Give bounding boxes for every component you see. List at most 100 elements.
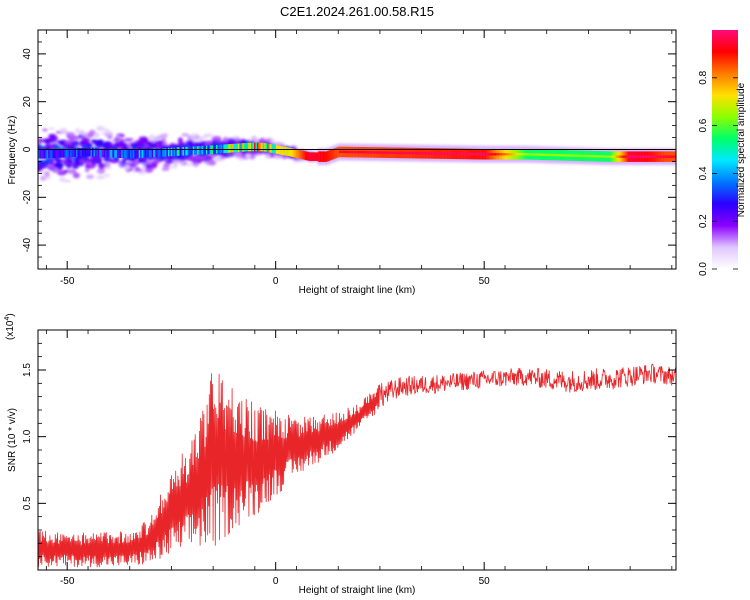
spectrogram-blob <box>180 161 185 165</box>
spectrogram-y-axis-label: Frequency (Hz) <box>7 116 18 185</box>
spectrogram-blob <box>128 164 137 168</box>
ridge-segment <box>154 148 157 158</box>
spectrogram-blob <box>145 163 152 169</box>
ridge-core <box>658 155 660 158</box>
y-tick-label: 0 <box>22 146 33 152</box>
ridge-core <box>522 153 525 156</box>
ridge-core <box>445 152 447 155</box>
ridge-core <box>443 152 446 155</box>
ridge-segment <box>239 143 242 152</box>
ridge-segment <box>68 148 71 158</box>
x-tick-label: 0 <box>273 276 279 287</box>
ridge-segment <box>148 148 151 158</box>
ridge-segment <box>112 148 115 158</box>
spectrogram-blob <box>48 162 55 166</box>
ridge-segment <box>156 148 158 158</box>
ridge-segment <box>159 148 161 157</box>
ridge-segment <box>197 146 199 155</box>
spectrogram-blob <box>71 142 78 146</box>
ridge-core <box>569 154 571 157</box>
ridge-segment <box>289 147 291 157</box>
ridge-segment <box>290 148 293 157</box>
spectrogram-blob <box>119 139 124 144</box>
ridge-core <box>494 153 497 156</box>
ridge-segment <box>202 145 205 155</box>
spectrogram-blob <box>98 163 105 170</box>
snr-scale-exponent: 4 <box>4 317 11 321</box>
spectrogram-blob <box>114 137 120 141</box>
ridge-core <box>632 155 634 158</box>
ridge-core <box>373 151 376 154</box>
ridge-core <box>379 151 382 154</box>
ridge-core <box>500 153 503 156</box>
ridge-segment <box>181 147 183 156</box>
ridge-segment <box>287 147 290 157</box>
ridge-core <box>538 153 541 156</box>
ridge-segment <box>167 147 170 157</box>
spectrogram-blob <box>186 162 194 167</box>
ridge-core <box>534 153 536 156</box>
ridge-core <box>601 155 603 158</box>
ridge-core <box>671 155 674 158</box>
ridge-core <box>432 152 434 155</box>
ridge-core <box>607 155 609 158</box>
ridge-segment <box>121 149 123 159</box>
snr-series-line <box>38 363 676 568</box>
ridge-core <box>421 152 424 155</box>
spectrogram-blob <box>44 176 52 180</box>
ridge-segment <box>143 149 145 158</box>
colorbar-tick-label: 0.4 <box>698 166 709 180</box>
ridge-core <box>661 155 663 158</box>
ridge-segment <box>108 148 110 158</box>
ridge-segment <box>45 149 47 159</box>
ridge-segment <box>284 146 287 156</box>
spectrogram-blob <box>203 133 214 138</box>
spectrogram-blob <box>72 164 79 170</box>
ridge-core <box>413 151 415 155</box>
ridge-core <box>503 153 506 156</box>
spectrogram-y-ticks: -40 -20 0 20 40 <box>22 29 676 270</box>
ridge-core <box>475 152 478 156</box>
ridge-core <box>411 151 414 155</box>
ridge-segment <box>134 149 136 159</box>
y-tick-label: 40 <box>22 48 33 60</box>
spectrogram-blob <box>161 167 170 171</box>
ridge-segment <box>281 146 284 155</box>
ridge-core <box>592 154 595 158</box>
ridge-segment <box>227 144 230 153</box>
ridge-segment <box>310 152 313 161</box>
ridge-segment <box>191 146 193 156</box>
ridge-core <box>551 153 554 157</box>
spectrogram-blob <box>86 174 95 180</box>
ridge-segment <box>291 148 294 158</box>
x-tick-label: 50 <box>479 276 491 287</box>
ridge-segment <box>258 142 260 152</box>
ridge-core <box>394 151 396 155</box>
ridge-segment <box>329 149 332 161</box>
ridge-core <box>594 155 596 158</box>
ridge-core <box>477 152 479 156</box>
ridge-segment <box>115 149 117 158</box>
ridge-segment <box>254 142 256 152</box>
ridge-core <box>380 151 383 154</box>
ridge-segment <box>55 149 58 158</box>
ridge-core <box>343 150 345 154</box>
ridge-segment <box>189 146 192 156</box>
ridge-core <box>424 152 427 155</box>
ridge-core <box>407 151 409 155</box>
ridge-segment <box>255 142 258 152</box>
ridge-core <box>532 153 535 156</box>
ridge-core <box>439 152 441 155</box>
ridge-segment <box>256 142 259 152</box>
ridge-core <box>611 155 614 158</box>
ridge-segment <box>230 143 233 153</box>
x-tick-label: 50 <box>479 576 491 587</box>
ridge-segment <box>306 151 309 161</box>
ridge-core <box>440 152 443 155</box>
spectrogram-blob <box>96 175 105 180</box>
spectrogram-blob <box>155 143 164 149</box>
ridge-segment <box>92 147 94 157</box>
ridge-core <box>513 153 516 156</box>
x-tick-label: -50 <box>60 576 75 587</box>
